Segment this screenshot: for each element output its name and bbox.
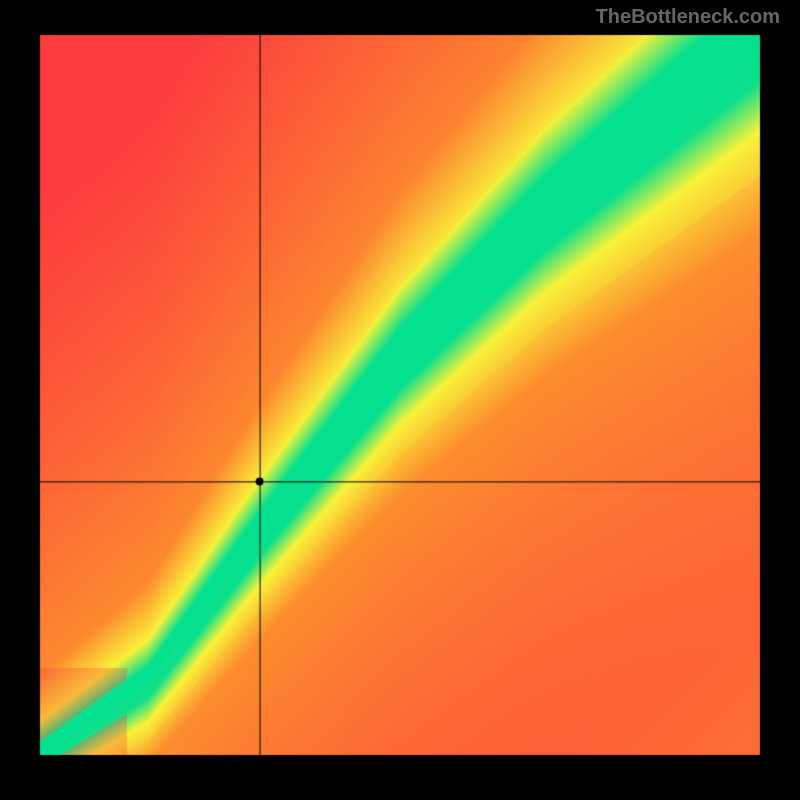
heatmap-canvas	[0, 0, 800, 800]
chart-container: TheBottleneck.com	[0, 0, 800, 800]
watermark-text: TheBottleneck.com	[596, 6, 780, 29]
